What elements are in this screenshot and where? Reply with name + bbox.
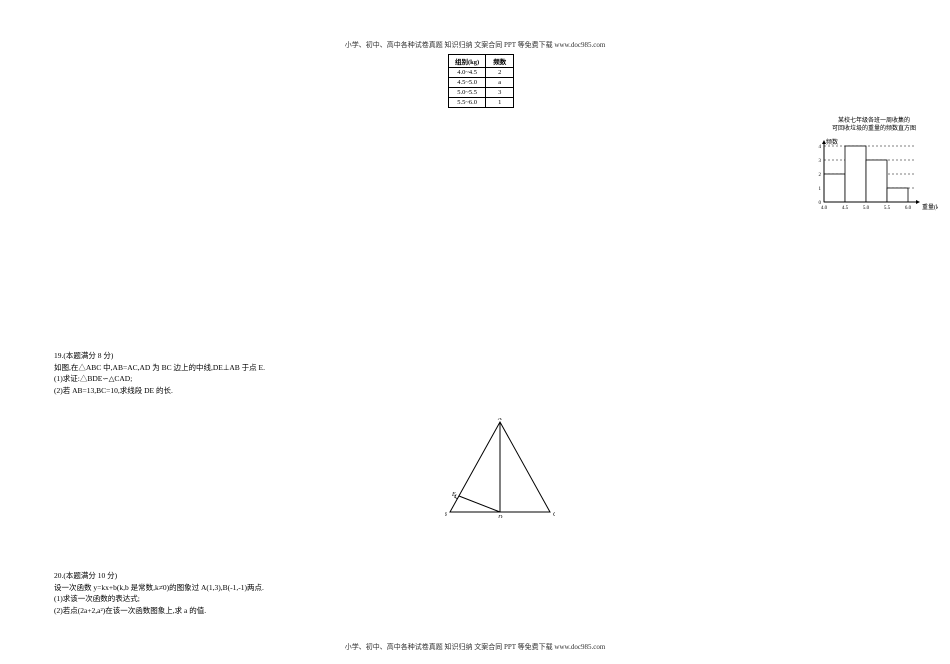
svg-text:1: 1: [819, 187, 822, 192]
svg-text:5.5: 5.5: [884, 206, 891, 211]
svg-text:E: E: [451, 492, 456, 498]
histogram-title-line2: 可回收垃圾的重量的频数直方图: [832, 126, 916, 132]
problem-line: 设一次函数 y=kx+b(k,b 是常数,k≠0)的图象过 A(1,3),B(-…: [54, 582, 414, 594]
svg-text:4.5: 4.5: [842, 206, 849, 211]
svg-text:A: A: [497, 418, 502, 422]
svg-text:3: 3: [819, 159, 822, 164]
table-row: 4.0~4.5 2: [449, 68, 514, 78]
problem-heading: 20.(本题满分 10 分): [54, 570, 414, 582]
problem-19: 19.(本题满分 8 分) 如图,在△ABC 中,AB=AC,AD 为 BC 边…: [54, 350, 414, 397]
svg-text:B: B: [445, 512, 447, 518]
table-row: 5.0~5.5 3: [449, 88, 514, 98]
table-row: 5.5~6.0 1: [449, 98, 514, 108]
cell-freq: 1: [486, 98, 514, 108]
svg-text:4.0: 4.0: [821, 206, 828, 211]
histogram-block: 某校七年级各班一周收集的 可回收垃圾的重量的频数直方图 123404.04.55…: [810, 118, 938, 216]
cell-range: 5.5~6.0: [449, 98, 486, 108]
cell-range: 5.0~5.5: [449, 88, 486, 98]
histogram-chart: 123404.04.55.05.56.0频数重量(kg): [810, 138, 938, 216]
svg-text:重量(kg): 重量(kg): [922, 203, 938, 211]
problem-line: (1)求该一次函数的表达式;: [54, 593, 414, 605]
triangle-figure: A B C D E: [445, 418, 555, 518]
table-row: 4.5~5.0 a: [449, 78, 514, 88]
problem-line: (2)若点(2a+2,a²)在该一次函数图象上,求 a 的值.: [54, 605, 414, 617]
col-header-freq: 频数: [486, 55, 514, 68]
problem-20: 20.(本题满分 10 分) 设一次函数 y=kx+b(k,b 是常数,k≠0)…: [54, 570, 414, 617]
problem-line: (1)求证:△BDE∽△CAD;: [54, 373, 414, 385]
svg-text:6.0: 6.0: [905, 206, 912, 211]
frequency-table: 组别(kg) 频数 4.0~4.5 2 4.5~5.0 a 5.0~5.5 3 …: [448, 54, 514, 108]
problem-line: 如图,在△ABC 中,AB=AC,AD 为 BC 边上的中线,DE⊥AB 于点 …: [54, 362, 414, 374]
svg-text:频数: 频数: [826, 138, 838, 146]
cell-freq: 3: [486, 88, 514, 98]
svg-text:4: 4: [819, 145, 822, 150]
svg-text:D: D: [497, 515, 503, 518]
svg-text:5.0: 5.0: [863, 206, 870, 211]
problem-heading: 19.(本题满分 8 分): [54, 350, 414, 362]
svg-text:C: C: [553, 512, 555, 518]
page-header: 小学、初中、高中各种试卷真题 知识归纳 文案合同 PPT 等免费下载 www.d…: [0, 40, 950, 50]
svg-text:2: 2: [819, 173, 822, 178]
table-row: 组别(kg) 频数: [449, 55, 514, 68]
cell-range: 4.0~4.5: [449, 68, 486, 78]
histogram-title: 某校七年级各班一周收集的 可回收垃圾的重量的频数直方图: [810, 118, 938, 134]
col-header-range: 组别(kg): [449, 55, 486, 68]
cell-freq: a: [486, 78, 514, 88]
cell-freq: 2: [486, 68, 514, 78]
page-footer: 小学、初中、高中各种试卷真题 知识归纳 文案合同 PPT 等免费下载 www.d…: [0, 642, 950, 652]
problem-line: (2)若 AB=13,BC=10,求线段 DE 的长.: [54, 385, 414, 397]
histogram-title-line1: 某校七年级各班一周收集的: [838, 118, 910, 124]
cell-range: 4.5~5.0: [449, 78, 486, 88]
